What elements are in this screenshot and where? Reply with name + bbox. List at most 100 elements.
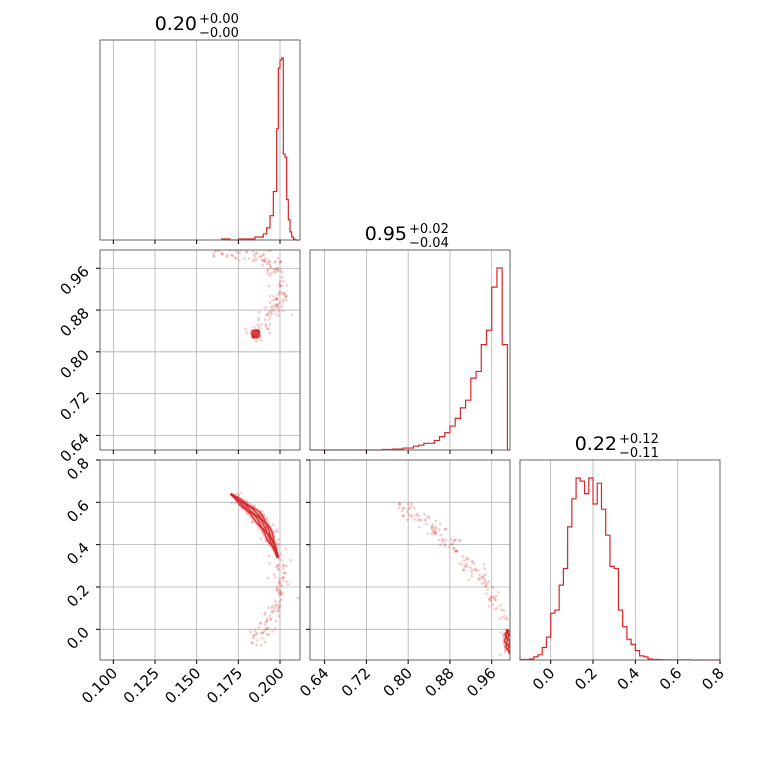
sample-point (427, 516, 431, 520)
panel-p0_p1 (212, 246, 294, 343)
grid-lines (324, 250, 493, 450)
x-tick-label: 0.200 (245, 664, 288, 707)
sample-point (434, 519, 438, 523)
title-plus: +0.00 (199, 12, 239, 27)
sample-point (405, 518, 409, 522)
sample-point (424, 518, 428, 522)
sample-point (282, 575, 285, 579)
sample-point (470, 574, 474, 578)
sample-point (264, 314, 268, 317)
sample-point (277, 543, 280, 546)
sample-point (278, 260, 282, 264)
sample-point (408, 507, 412, 510)
histogram-param-0 (221, 57, 300, 241)
sample-point (266, 327, 269, 330)
sample-point (281, 571, 285, 574)
sample-point (443, 544, 447, 548)
sample-point (282, 576, 286, 580)
sample-point (511, 646, 514, 649)
sample-point (275, 588, 279, 591)
sample-point (276, 303, 280, 306)
x-tick-label: 0.2 (571, 664, 601, 694)
sample-point (514, 635, 517, 638)
sample-point (453, 538, 457, 542)
sample-point (478, 573, 481, 577)
sample-point (276, 588, 279, 591)
sample-point (264, 627, 268, 631)
sample-point (268, 260, 272, 264)
sample-point (264, 260, 267, 264)
sample-point (275, 296, 279, 300)
sample-point (264, 539, 268, 543)
sample-point (277, 579, 281, 583)
sample-point (231, 254, 235, 258)
sample-point (255, 639, 259, 642)
sample-point (501, 633, 505, 637)
sample-point (269, 310, 273, 314)
sample-point (284, 294, 288, 298)
sample-point (514, 652, 517, 655)
sample-point (286, 582, 290, 586)
sample-point (418, 518, 422, 522)
sample-point (484, 585, 487, 589)
sample-point (492, 596, 496, 599)
sample-point (231, 247, 234, 250)
sample-point (251, 633, 255, 637)
sample-point (234, 257, 238, 260)
sample-point (494, 594, 498, 598)
sample-point (280, 559, 284, 562)
sample-point (447, 545, 451, 549)
sample-point (265, 619, 269, 623)
sample-point (483, 577, 487, 581)
x-tick-label: 0.6 (656, 664, 686, 694)
hist-panel-0 (99, 39, 301, 241)
sample-point (273, 303, 277, 307)
sample-point (266, 312, 270, 316)
sample-point (264, 620, 268, 624)
sample-point (267, 554, 271, 558)
sample-point (423, 512, 426, 516)
sample-point (275, 298, 278, 301)
sample-point (279, 284, 283, 288)
sample-point (454, 550, 458, 554)
sample-point (251, 641, 255, 645)
sample-point (266, 268, 270, 272)
title-value: 0.95 (365, 223, 407, 245)
sample-point (272, 294, 275, 298)
sample-point (401, 514, 405, 518)
grid-lines (100, 459, 300, 660)
sample-point (228, 246, 231, 249)
sample-point (484, 573, 487, 576)
sample-point (275, 609, 279, 613)
sample-point (229, 253, 233, 257)
sample-point (410, 502, 414, 505)
sample-point (274, 528, 278, 532)
title-value: 0.20 (155, 13, 197, 35)
x-tick-label: 0.72 (338, 664, 374, 700)
sample-point (271, 298, 275, 302)
sample-point (443, 542, 447, 546)
sample-point (500, 608, 504, 612)
sample-point (442, 538, 445, 542)
sample-point (513, 639, 516, 642)
sample-point (283, 292, 287, 295)
sample-point (279, 593, 283, 597)
sample-point (437, 528, 441, 531)
sample-point (280, 584, 284, 588)
sample-point (275, 297, 279, 301)
sample-point (260, 509, 264, 513)
sample-point (277, 290, 281, 294)
sample-point (275, 297, 279, 301)
sample-point (238, 259, 241, 262)
sample-point (220, 251, 224, 255)
sample-point (282, 563, 286, 567)
sample-point (470, 560, 474, 563)
scatter-panel-p1_p2 (309, 459, 511, 661)
sample-point (263, 640, 267, 644)
sample-point (274, 575, 277, 579)
sample-point (423, 519, 427, 522)
contour-line (230, 493, 279, 559)
sample-point (258, 622, 262, 626)
sample-point (254, 340, 258, 343)
x-tick-label: 0.150 (161, 664, 204, 707)
